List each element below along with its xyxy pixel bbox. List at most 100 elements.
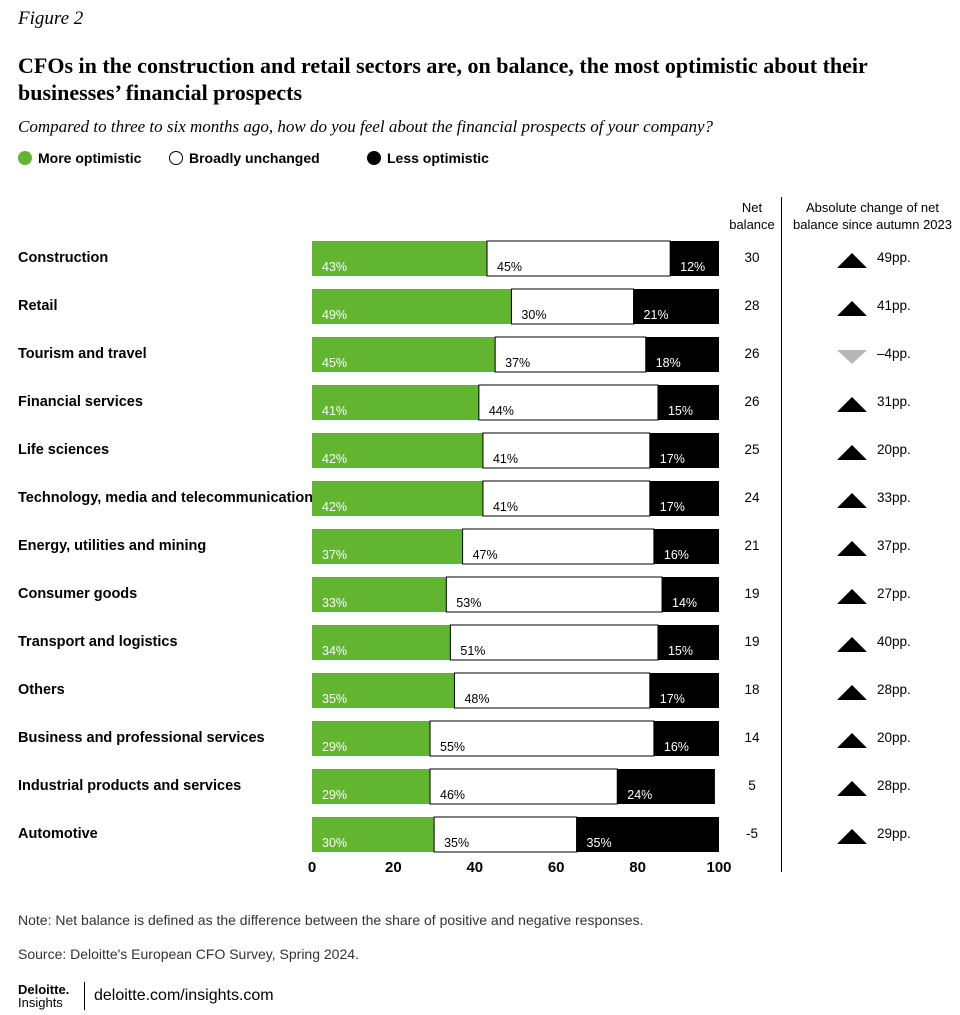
bar-less-optimistic: [649, 481, 719, 516]
bar-more-optimistic: [312, 529, 463, 564]
data-label: 49%: [322, 308, 347, 322]
category-label: Business and professional services: [18, 730, 265, 746]
category-label: Energy, utilities and mining: [18, 538, 206, 554]
bar-less-optimistic: [657, 385, 719, 420]
data-label: 30%: [521, 308, 546, 322]
logo-brand: Deloitte.: [18, 982, 70, 997]
bar-broadly-unchanged: [510, 288, 635, 325]
data-label: 34%: [322, 644, 347, 658]
up-triangle-icon: [837, 541, 867, 556]
up-triangle-icon: [837, 493, 867, 508]
category-label: Technology, media and telecommunication: [18, 490, 313, 506]
note-text: Note: Net balance is defined as the diff…: [18, 912, 644, 928]
legend-swatch-white: [169, 151, 183, 165]
data-label: 37%: [322, 548, 347, 562]
category-label: Automotive: [18, 826, 98, 842]
bar-less-optimistic: [649, 673, 719, 708]
bar-more-optimistic: [312, 817, 435, 852]
x-tick-label: 40: [466, 859, 483, 876]
data-label: 48%: [464, 692, 489, 706]
bar-broadly-unchanged: [494, 336, 647, 373]
data-label: 21%: [644, 308, 669, 322]
data-label: 35%: [444, 836, 469, 850]
up-triangle-icon: [837, 253, 867, 268]
legend-swatch-green: [18, 151, 32, 165]
data-label: 17%: [660, 692, 685, 706]
change-value: 40pp.: [877, 634, 911, 649]
down-triangle-icon: [837, 350, 867, 364]
bar-less-optimistic: [576, 817, 719, 852]
site-link[interactable]: deloitte.com/insights.com: [94, 987, 274, 1004]
data-label: 16%: [664, 548, 689, 562]
change-value: 28pp.: [877, 778, 911, 793]
bar-less-optimistic: [662, 577, 719, 612]
data-label: 45%: [322, 356, 347, 370]
bar-less-optimistic: [670, 241, 719, 276]
data-label: 30%: [322, 836, 347, 850]
change-header: Absolute change of net balance since aut…: [792, 200, 952, 232]
bar-broadly-unchanged: [445, 576, 663, 613]
bar-broadly-unchanged: [449, 624, 659, 661]
change-value: 28pp.: [877, 682, 911, 697]
bar-less-optimistic: [617, 769, 715, 804]
bar-more-optimistic: [312, 481, 483, 516]
net-balance-value: 26: [744, 394, 759, 409]
up-triangle-icon: [837, 781, 867, 796]
bar-less-optimistic: [633, 289, 719, 324]
source-text: Source: Deloitte's European CFO Survey, …: [18, 946, 359, 962]
legend-more-optimistic: More optimistic: [18, 150, 141, 166]
net-balance-value: 24: [744, 490, 760, 505]
change-value: 31pp.: [877, 394, 911, 409]
up-triangle-icon: [837, 685, 867, 700]
legend-swatch-black: [367, 151, 381, 165]
net-balance-value: 26: [744, 346, 759, 361]
category-label: Industrial products and services: [18, 778, 241, 794]
data-label: 33%: [322, 596, 347, 610]
bar-more-optimistic: [312, 625, 451, 660]
net-balance-value: 5: [748, 778, 756, 793]
stacked-bar-chart: Construction 43% 45% 12% 30 49pp. Retail 49% 30%…: [18, 240, 911, 876]
bar-less-optimistic: [645, 337, 719, 372]
bar-more-optimistic: [312, 721, 431, 756]
bar-less-optimistic: [657, 625, 719, 660]
data-label: 35%: [322, 692, 347, 706]
data-label: 44%: [489, 404, 514, 418]
bar-less-optimistic: [649, 433, 719, 468]
data-label: 15%: [668, 404, 693, 418]
change-value: 33pp.: [877, 490, 911, 505]
category-label: Financial services: [18, 394, 143, 410]
data-label: 12%: [680, 260, 705, 274]
data-label: 45%: [497, 260, 522, 274]
category-label: Others: [18, 682, 65, 698]
bar-more-optimistic: [312, 433, 483, 468]
data-label: 16%: [664, 740, 689, 754]
bar-more-optimistic: [312, 289, 512, 324]
bar-broadly-unchanged: [482, 432, 651, 469]
bar-broadly-unchanged: [486, 240, 671, 277]
legend-label: More optimistic: [38, 150, 142, 166]
bar-more-optimistic: [312, 769, 431, 804]
change-value: 49pp.: [877, 250, 911, 265]
data-label: 35%: [587, 836, 612, 850]
net-balance-value: 25: [744, 442, 759, 457]
x-tick-label: 60: [548, 859, 565, 876]
bar-broadly-unchanged: [462, 528, 655, 565]
net-balance-value: 19: [744, 634, 759, 649]
data-label: 46%: [440, 788, 465, 802]
category-label: Construction: [18, 250, 108, 266]
legend-label: Broadly unchanged: [189, 150, 320, 166]
data-label: 41%: [493, 500, 518, 514]
change-value: 37pp.: [877, 538, 911, 553]
category-label: Tourism and travel: [18, 346, 147, 362]
bar-broadly-unchanged: [482, 480, 651, 517]
change-value: 20pp.: [877, 442, 911, 457]
legend-broadly-unchanged: Broadly unchanged: [169, 150, 320, 166]
net-balance-value: 19: [744, 586, 759, 601]
up-triangle-icon: [837, 829, 867, 844]
x-tick-label: 20: [385, 859, 402, 876]
category-label: Life sciences: [18, 442, 109, 458]
up-triangle-icon: [837, 733, 867, 748]
data-label: 17%: [660, 500, 685, 514]
data-label: 53%: [456, 596, 481, 610]
data-label: 47%: [473, 548, 498, 562]
